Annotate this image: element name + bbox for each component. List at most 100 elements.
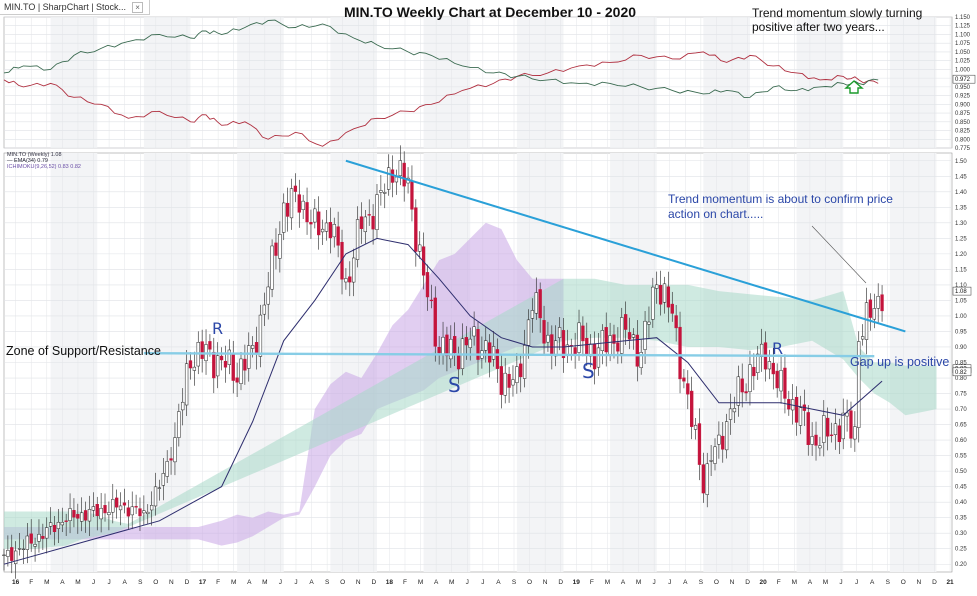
candle-body [103,505,107,514]
legend-ichimoku: ICHIMOKU(9,26,52) 0.83 0.82 [7,164,81,170]
tab-title: MIN.TO | SharpChart | Stock... [4,2,127,12]
candle-body [561,330,566,359]
x-tick-label: O [901,579,906,586]
price-y-tick-label: 1.15 [955,267,967,273]
candle-body [542,320,546,344]
candle-body [17,548,22,550]
browser-tab[interactable]: MIN.TO | SharpChart | Stock... × [0,0,151,15]
x-tick-label: F [590,579,594,586]
candle-body [126,507,130,517]
candle-body [682,377,686,382]
ratio-shade-band [796,17,844,148]
candle-body [616,342,620,352]
candle-body [33,544,37,547]
candle-body [853,426,857,440]
candle-body [453,336,457,354]
ratio-current-box [952,74,976,84]
candle-body [468,338,472,348]
candle-body [728,408,733,420]
close-icon[interactable]: × [132,1,144,13]
support-marker: S [582,359,595,383]
candle-body [713,446,717,464]
candle-body [845,412,849,417]
x-tick-label: J [466,579,469,586]
candle-body [118,505,123,511]
candle-body [340,241,344,280]
ratio-shade-band [330,17,377,148]
candle-body [829,434,834,436]
candle-body [278,234,282,259]
price-y-tick-label: 0.30 [955,531,967,537]
candle-body [336,226,340,246]
price-y-tick-label: 0.70 [955,407,967,413]
candle-body [857,341,861,428]
candle-body [814,434,818,446]
candle-body [860,336,865,340]
candle-body [305,202,309,223]
candle-body [585,337,589,355]
candle-body [604,327,608,353]
candle-body [752,366,756,377]
ratio-shade-band [237,17,284,148]
candle-body [756,353,760,374]
candle-body [219,355,224,361]
candle-body [818,445,822,449]
price-y-tick-label: 0.35 [955,516,967,522]
candle-body [736,376,740,406]
candle-body [806,412,810,445]
x-tick-label: 21 [946,579,954,586]
confirm-note-line-2: action on chart..... [668,207,764,221]
candle-body [678,326,682,380]
x-tick-label: J [668,579,671,586]
candle-body [173,437,177,463]
x-tick-label: N [730,579,735,586]
x-tick-label: M [418,579,423,586]
candle-body [876,296,880,309]
x-tick-label: 17 [199,579,207,586]
price-y-tick-label: 1.05 [955,298,967,304]
candle-body [449,338,453,360]
x-tick-label: N [356,579,361,586]
downtrend-line [345,159,906,333]
x-tick-label: J [855,579,858,586]
price-y-tick-label: 0.75 [955,392,967,398]
candle-body [359,216,364,229]
ratio-y-tick-label: 1.000 [955,67,971,73]
candle-body [169,458,173,461]
ratio-current-label: 0.972 [955,77,971,83]
candle-body [530,310,535,319]
candle-body [324,222,329,232]
candle-body [705,463,709,495]
x-tick-label: M [75,579,80,586]
x-tick-label: N [543,579,548,586]
ratio-y-tick-label: 1.150 [955,15,971,21]
ratio-y-tick-label: 1.050 [955,50,971,56]
candle-body [192,366,197,371]
candle-body [798,407,803,426]
x-tick-label: J [481,579,484,586]
candle-body [658,284,663,305]
x-tick-label: O [714,579,719,586]
candle-body [91,506,96,511]
ratio-y-tick-label: 0.825 [955,129,971,135]
candle-body [748,364,752,393]
ratio-y-tick-label: 0.850 [955,120,971,126]
candle-body [313,208,317,223]
x-tick-label: D [932,579,937,586]
ratio-y-tick-label: 1.025 [955,59,971,65]
x-tick-label: D [558,579,563,586]
candle-body [639,352,643,368]
price-y-tick-label: 0.20 [955,562,967,568]
candle-body [344,278,348,283]
price-tag-box [952,286,972,296]
candle-body [740,378,744,393]
candle-body [445,334,449,357]
price-y-tick-label: 1.50 [955,159,967,165]
candle-body [200,341,204,359]
candle-body [425,272,430,298]
candle-body [596,347,601,368]
candle-body [600,330,604,351]
candle-body [76,514,80,519]
candle-body [810,436,814,445]
